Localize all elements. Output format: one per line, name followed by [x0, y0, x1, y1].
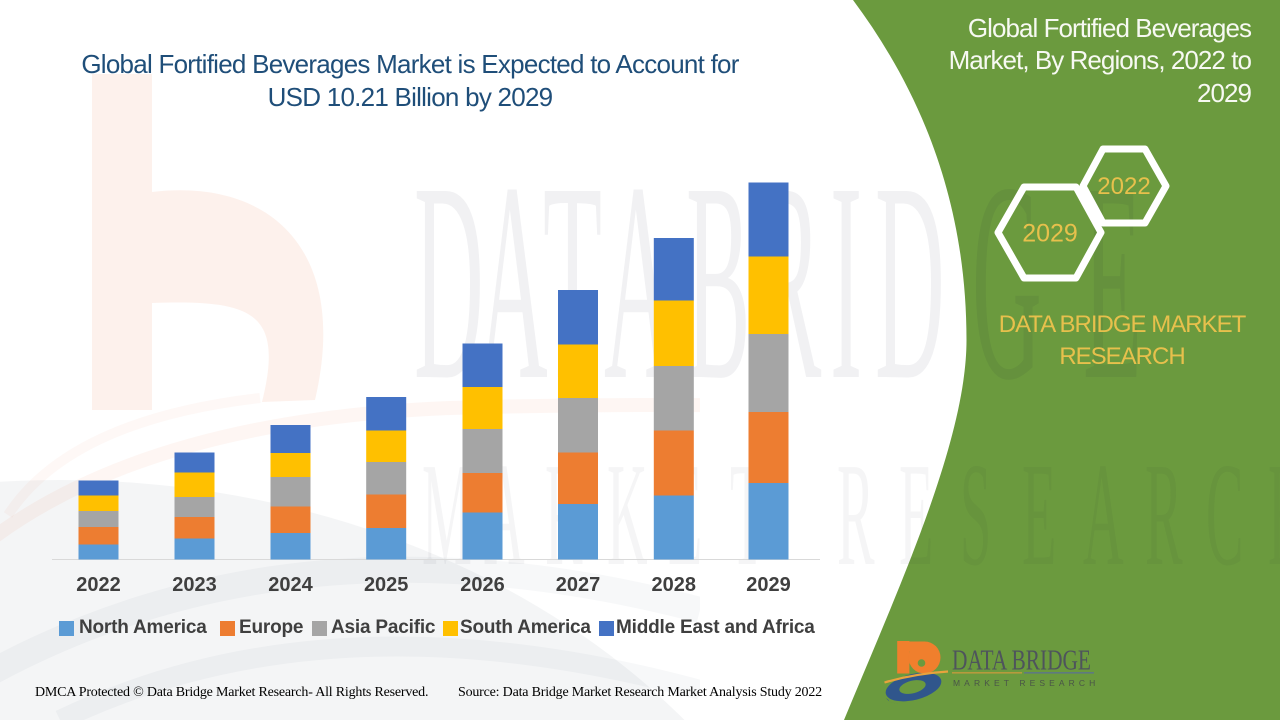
svg-text:2022: 2022	[1097, 173, 1150, 200]
svg-text:MARKET RESEARCH: MARKET RESEARCH	[953, 678, 1099, 688]
svg-text:DATA BRIDGE: DATA BRIDGE	[952, 645, 1091, 677]
svg-text:2029: 2029	[1022, 220, 1078, 248]
